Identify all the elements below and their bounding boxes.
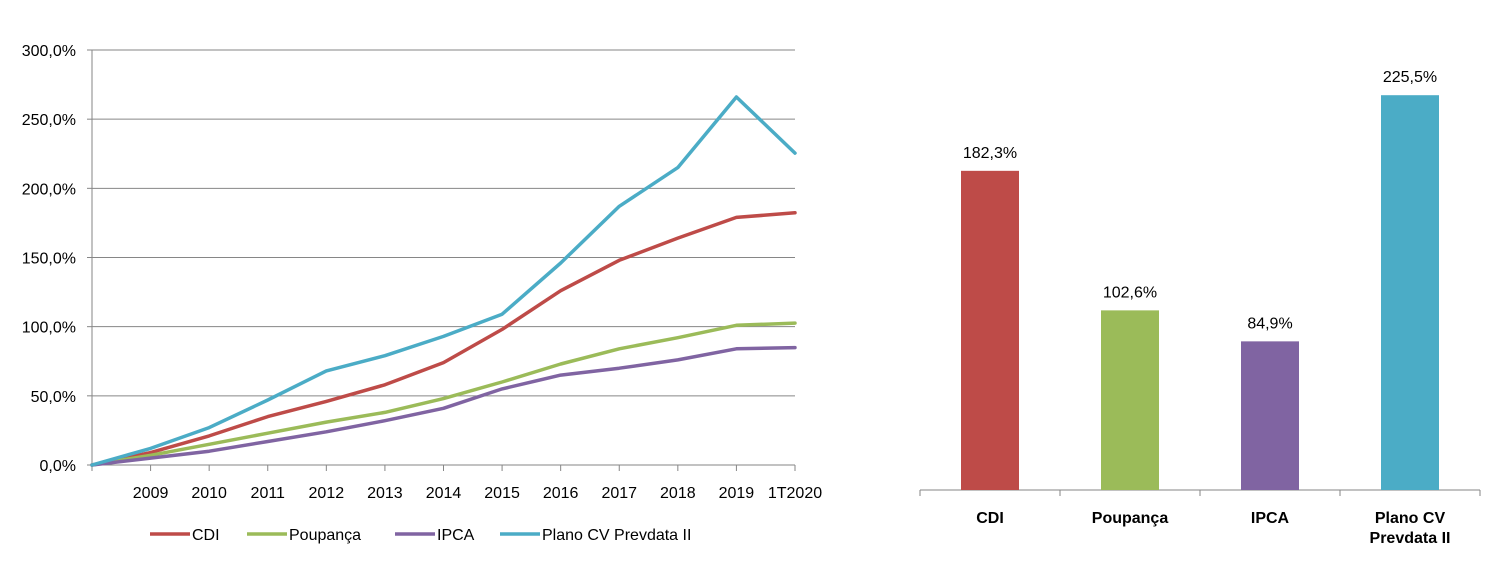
y-tick-label: 250,0% [22,112,76,129]
legend-label: CDI [192,527,220,544]
y-tick-label: 50,0% [31,389,76,406]
bar-category-label: Plano CV [1375,510,1446,527]
x-tick-label: 2014 [426,485,462,502]
series-line [90,211,797,467]
x-tick-label: 2015 [484,485,520,502]
x-tick-label: 2013 [367,485,403,502]
x-tick-label: 2017 [601,485,637,502]
x-tick-label: 1T2020 [768,485,822,502]
y-tick-label: 100,0% [22,320,76,337]
series-line [90,321,797,467]
x-tick-label: 2016 [543,485,579,502]
x-tick-label: 2009 [133,485,169,502]
bar-category-label: IPCA [1251,510,1290,527]
legend-label: Poupança [289,527,361,544]
x-tick-label: 2010 [191,485,227,502]
bar-data-label: 225,5% [1383,69,1437,86]
series-line [90,95,797,467]
bar-category-label: Poupança [1092,510,1169,527]
bar [1101,310,1159,490]
bar [961,170,1019,491]
x-tick-label: 2019 [719,485,755,502]
series-line [90,345,797,467]
y-tick-label: 0,0% [40,458,76,475]
y-tick-label: 150,0% [22,251,76,268]
bar-category-label: Prevdata II [1370,530,1451,547]
bar-data-label: 84,9% [1247,315,1292,332]
x-tick-label: 2018 [660,485,696,502]
y-tick-label: 300,0% [22,43,76,60]
x-tick-label: 2011 [251,485,286,502]
bar-data-label: 182,3% [963,145,1017,162]
bar [1381,95,1439,490]
bar-category-label: CDI [976,510,1004,527]
bar [1241,341,1299,490]
legend-label: IPCA [437,527,475,544]
legend-label: Plano CV Prevdata II [542,527,691,544]
bar-data-label: 102,6% [1103,284,1157,301]
x-tick-label: 2012 [309,485,345,502]
y-tick-label: 200,0% [22,181,76,198]
